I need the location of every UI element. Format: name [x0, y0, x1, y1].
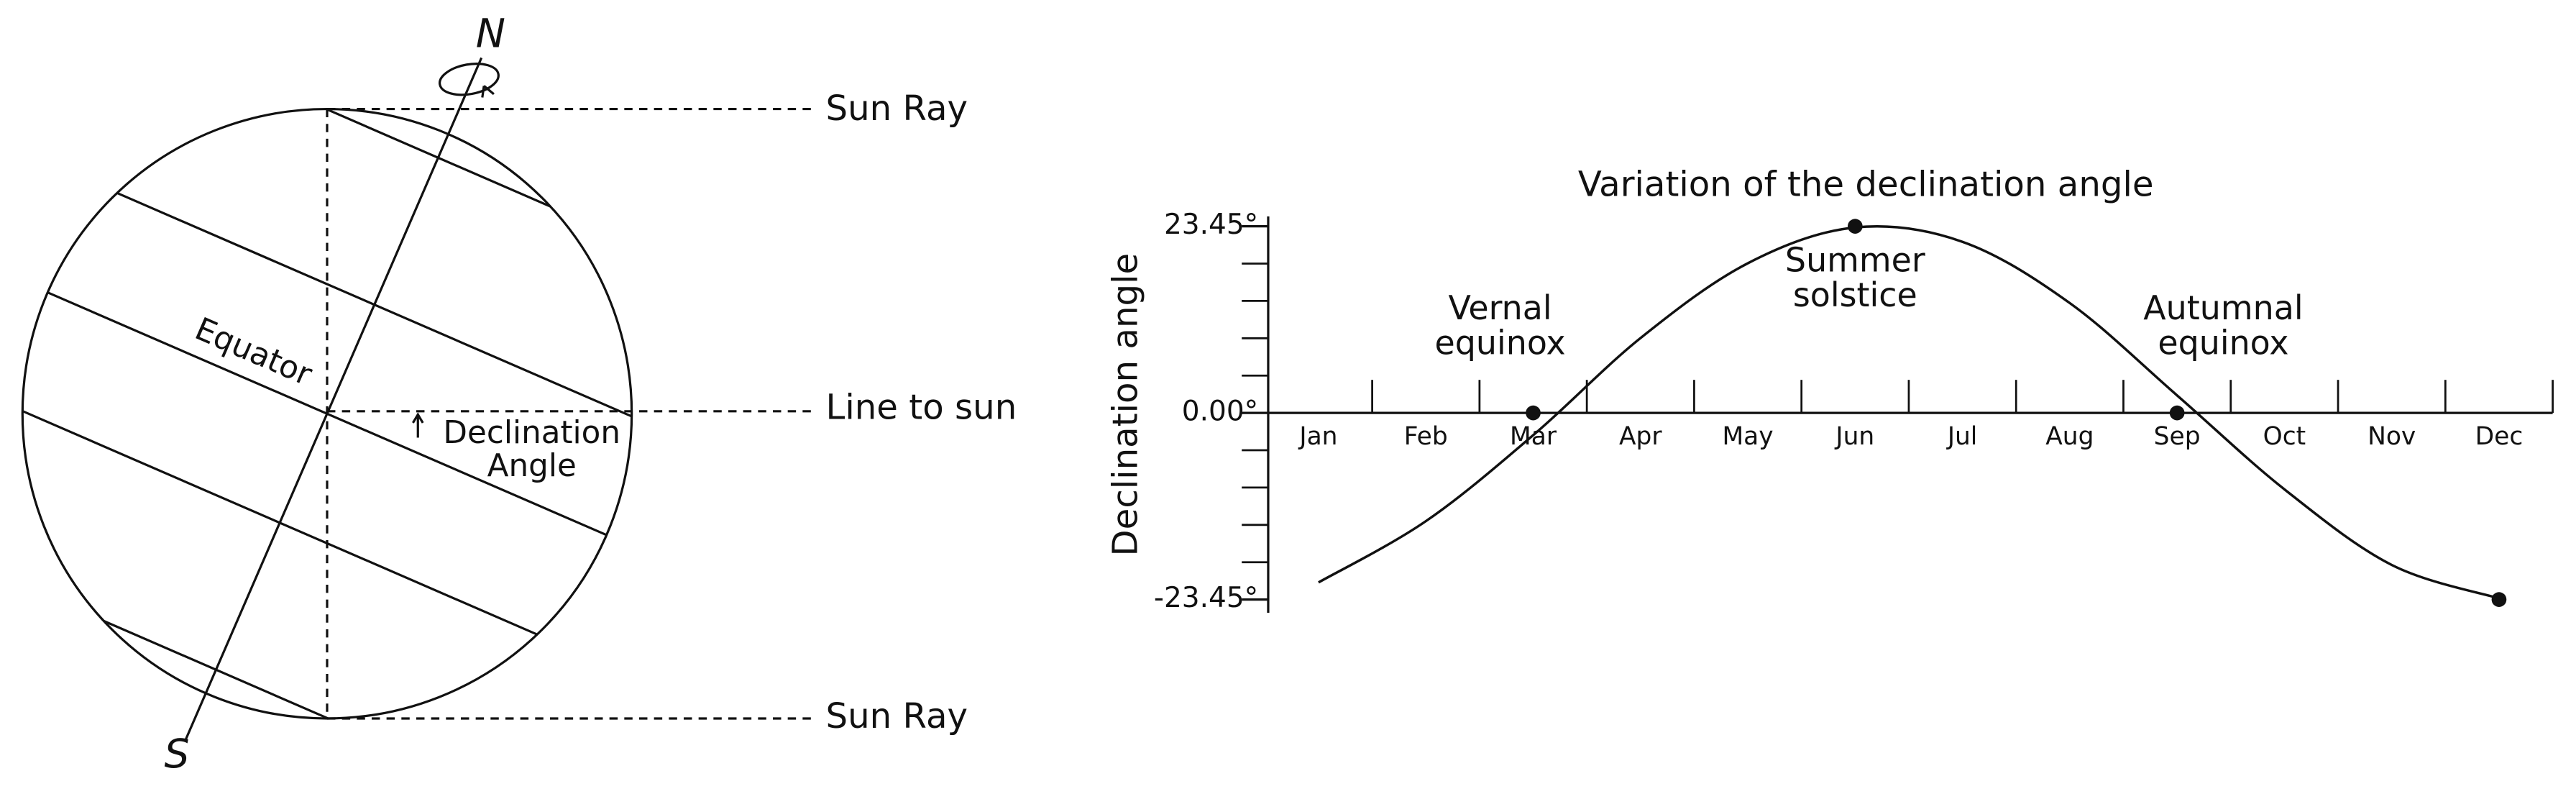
x-tick-label: Aug [2045, 422, 2094, 451]
x-tick-label: Dec [2475, 422, 2524, 451]
point-marker [2491, 592, 2507, 607]
x-tick-label: Feb [1404, 422, 1448, 451]
annotation: equinox [2158, 323, 2288, 362]
x-tick-label: Mar [1510, 422, 1557, 451]
point-marker [1526, 405, 1541, 421]
point-marker [1847, 219, 1863, 234]
annotation: Summer [1785, 241, 1925, 280]
earth-axis [184, 57, 483, 740]
angle-arrow [412, 412, 424, 438]
line-to-sun-label: Line to sun [825, 388, 1017, 428]
x-tick-label: Apr [1619, 422, 1662, 451]
x-tick-label: Jan [1298, 422, 1337, 451]
y-tick-label: -23.45° [1154, 582, 1258, 614]
y-tick-label: 0.00° [1182, 396, 1258, 428]
chart-title: Variation of the declination angle [1578, 164, 2154, 204]
x-tick-label: Sep [2154, 422, 2201, 451]
sun-ray-label: Sun Ray [825, 696, 968, 736]
declination-label: Angle [487, 448, 577, 484]
annotation: equinox [1435, 323, 1566, 362]
x-tick-label: Jul [1946, 422, 1978, 451]
annotation: solstice [1793, 275, 1917, 314]
x-tick-label: Oct [2263, 422, 2306, 451]
y-axis-title: Declination angle [1106, 253, 1146, 557]
x-tick-label: Nov [2368, 422, 2416, 451]
annotation: Vernal [1449, 288, 1552, 327]
y-tick-label: 23.45° [1164, 209, 1258, 241]
rotation-arrow [438, 63, 500, 96]
annotation: Autumnal [2143, 288, 2303, 327]
point-marker [2169, 405, 2185, 421]
x-tick-label: May [1722, 422, 1773, 451]
south-label: S [164, 731, 189, 777]
x-tick-label: Jun [1834, 422, 1874, 451]
earth-diagram: N S Equator Declination Angle Sun Ray Li… [21, 11, 1017, 777]
declination-label: Declination [443, 415, 620, 451]
sun-ray-label: Sun Ray [825, 88, 968, 129]
rotation-arrowhead [481, 85, 495, 98]
north-label: N [476, 11, 505, 57]
declination-curve [1318, 225, 2500, 600]
